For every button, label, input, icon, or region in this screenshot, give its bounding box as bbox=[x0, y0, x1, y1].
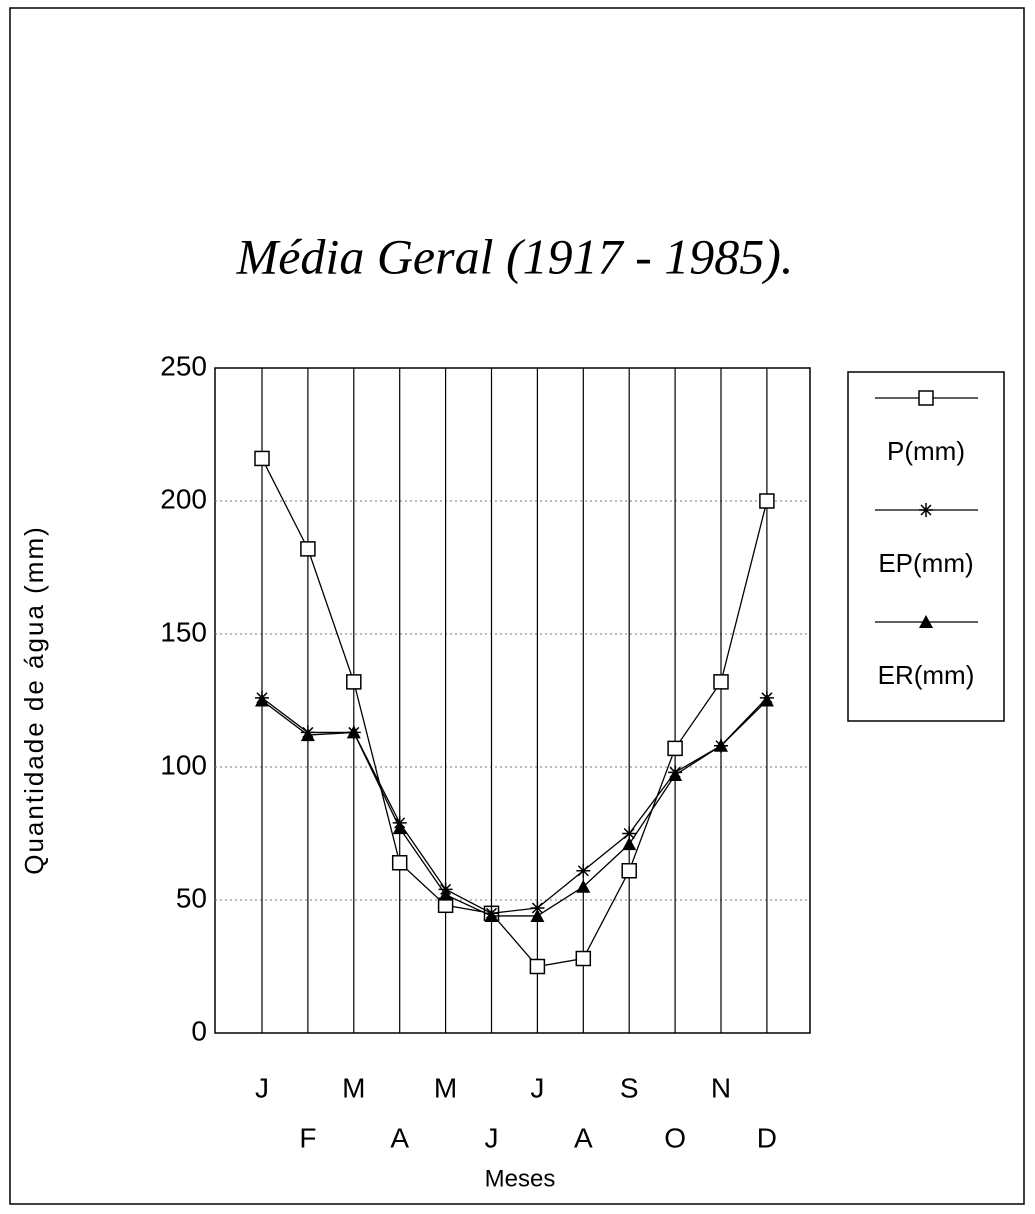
x-tick-label: J bbox=[530, 1072, 544, 1103]
x-tick-label: M bbox=[342, 1072, 365, 1103]
legend-label: ER(mm) bbox=[878, 660, 975, 690]
y-axis-label: Quantidade de água (mm) bbox=[19, 525, 49, 875]
marker bbox=[919, 615, 933, 628]
x-tick-label: J bbox=[485, 1122, 499, 1153]
marker bbox=[300, 541, 316, 557]
marker bbox=[255, 693, 269, 707]
marker bbox=[576, 879, 591, 893]
marker bbox=[714, 738, 728, 752]
series-line bbox=[261, 697, 768, 914]
marker bbox=[713, 674, 729, 690]
marker bbox=[529, 958, 546, 975]
y-tick-label: 250 bbox=[160, 350, 207, 381]
x-tick-label: D bbox=[757, 1122, 777, 1153]
y-tick-label: 0 bbox=[191, 1015, 207, 1046]
marker bbox=[622, 826, 637, 841]
y-tick-label: 50 bbox=[176, 882, 207, 913]
marker bbox=[575, 950, 592, 967]
x-tick-label: M bbox=[434, 1072, 457, 1103]
marker bbox=[622, 837, 637, 851]
y-tick-label: 150 bbox=[160, 616, 207, 647]
x-tick-label: O bbox=[664, 1122, 686, 1153]
chart-title: Média Geral (1917 - 1985). bbox=[236, 228, 794, 284]
marker bbox=[759, 693, 774, 707]
legend-label: P(mm) bbox=[887, 436, 965, 466]
series-line bbox=[261, 458, 768, 968]
marker bbox=[391, 855, 408, 871]
marker bbox=[919, 503, 933, 517]
x-tick-label: F bbox=[299, 1122, 316, 1153]
x-tick-label: N bbox=[711, 1072, 731, 1103]
marker bbox=[346, 725, 361, 739]
marker bbox=[759, 493, 775, 509]
frame bbox=[9, 7, 1025, 1205]
marker bbox=[667, 740, 683, 757]
x-axis-label: Meses bbox=[485, 1165, 556, 1192]
marker bbox=[576, 863, 591, 878]
x-tick-label: J bbox=[255, 1072, 269, 1103]
marker bbox=[484, 908, 499, 922]
marker bbox=[668, 767, 683, 781]
marker bbox=[254, 450, 270, 467]
y-tick-label: 200 bbox=[160, 483, 207, 514]
marker bbox=[438, 887, 453, 901]
marker bbox=[918, 390, 934, 406]
series-line bbox=[261, 699, 768, 917]
marker bbox=[621, 862, 637, 879]
legend-label: EP(mm) bbox=[878, 548, 973, 578]
marker bbox=[300, 728, 315, 742]
marker bbox=[530, 908, 545, 922]
y-tick-label: 100 bbox=[160, 749, 207, 780]
marker bbox=[530, 900, 545, 915]
x-tick-label: A bbox=[574, 1122, 593, 1153]
x-tick-label: A bbox=[390, 1122, 409, 1153]
x-tick-label: S bbox=[620, 1072, 639, 1103]
marker bbox=[346, 674, 362, 690]
legend-box bbox=[847, 371, 1005, 722]
plot-area bbox=[214, 367, 811, 1034]
marker bbox=[392, 821, 407, 835]
